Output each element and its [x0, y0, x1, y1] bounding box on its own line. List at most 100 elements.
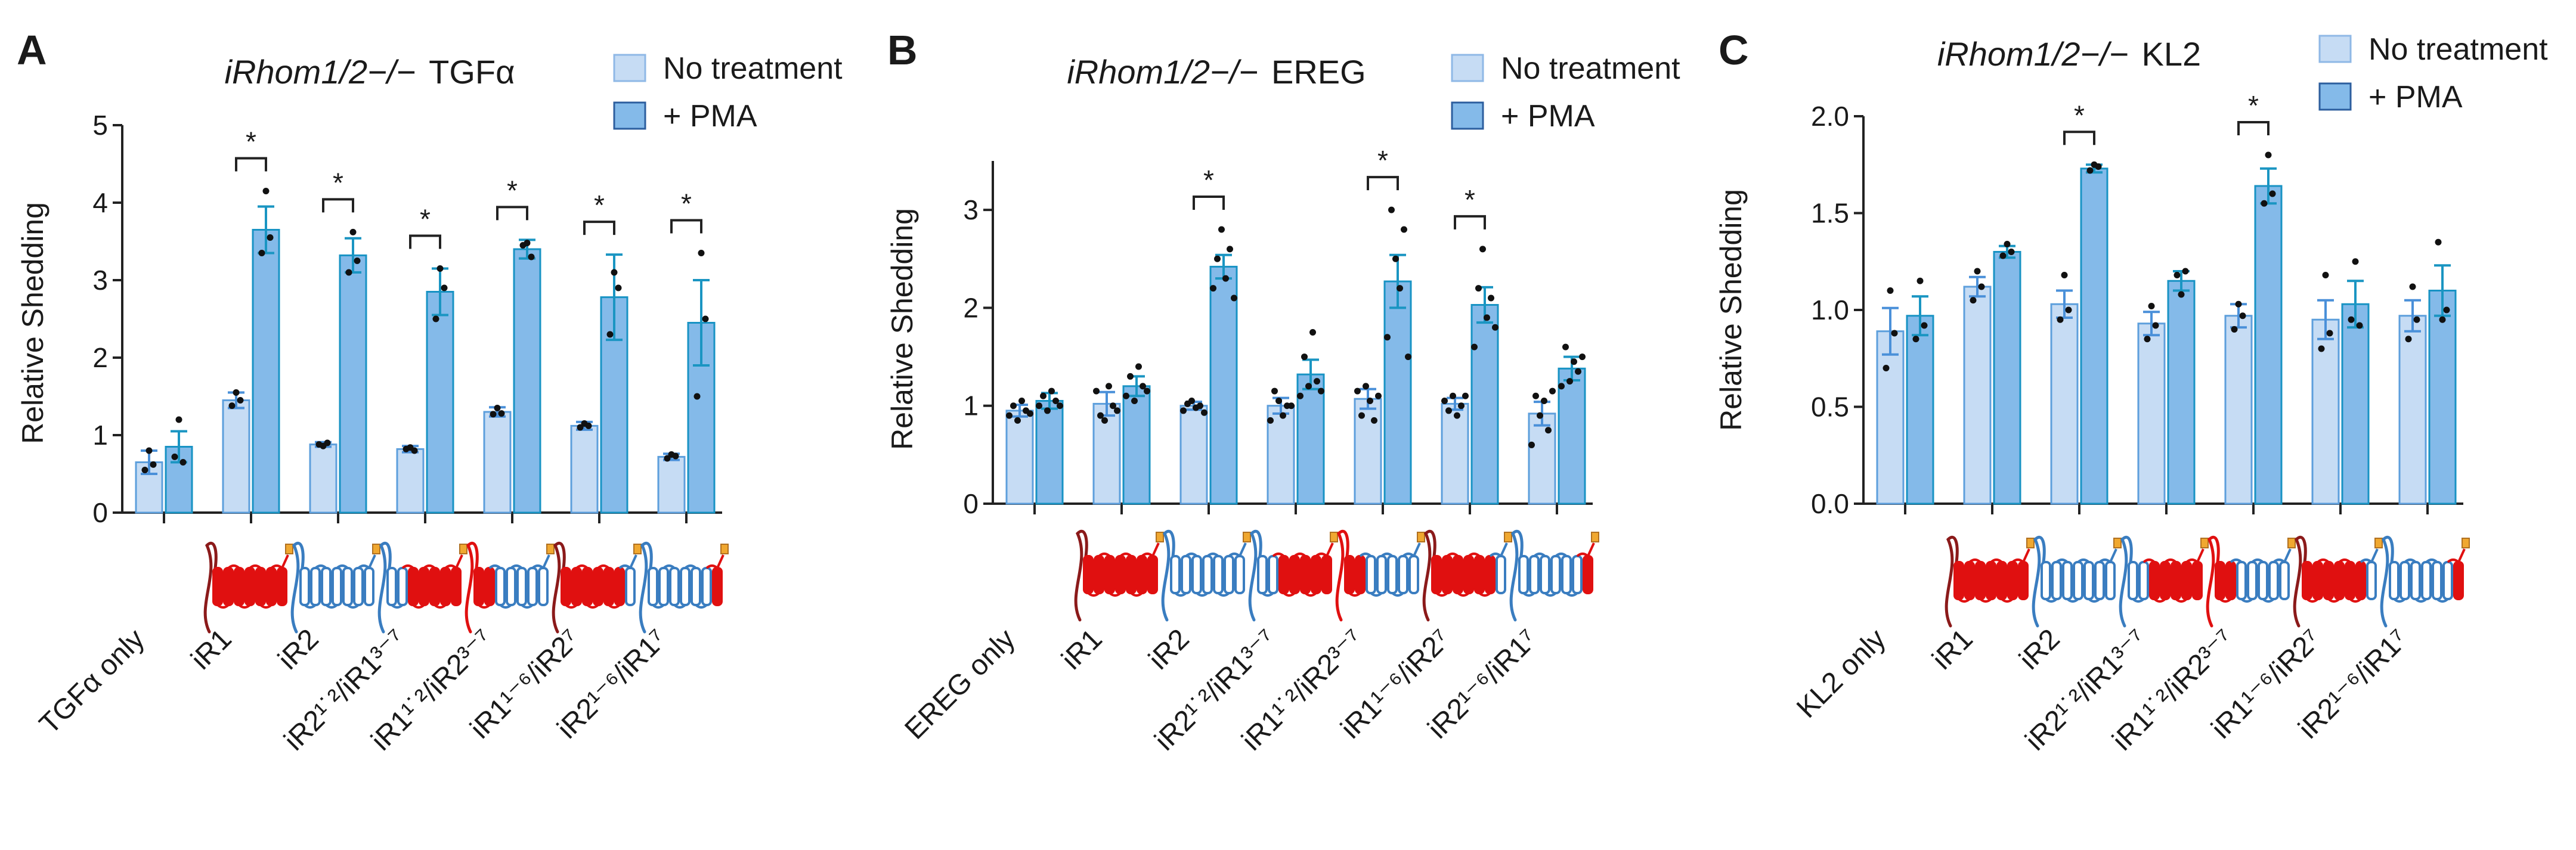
protein-diagram-ir2 — [1161, 529, 1251, 622]
data-point — [1562, 343, 1569, 350]
protein-diagram-ir1 — [1945, 535, 2035, 628]
diagram-n-tail — [2206, 535, 2220, 628]
data-point — [611, 269, 618, 276]
legend-label-pma: + PMA — [663, 99, 757, 134]
diagram-tm-helix — [2323, 561, 2334, 600]
diagram-tm-helix — [1137, 555, 1147, 594]
data-point — [1222, 275, 1229, 282]
significance-bracket — [2063, 131, 2095, 145]
data-point — [498, 410, 505, 417]
protein-diagram-ir2-ir1tail — [639, 541, 729, 634]
data-point — [2065, 306, 2072, 314]
diagram-tm-helix — [2453, 561, 2464, 600]
y-tick-label: 1 — [963, 390, 979, 421]
data-point — [1036, 402, 1042, 410]
diagram-tm-helix — [342, 567, 353, 606]
diagram-n-tail — [2380, 535, 2394, 628]
data-point — [1375, 392, 1382, 399]
bar-pma — [426, 291, 454, 514]
diagram-n-tail — [290, 541, 305, 634]
diagram-c-tail — [1326, 542, 1334, 557]
diagram-tm-helix — [1181, 555, 1191, 594]
data-point — [1912, 336, 1919, 343]
diagram-tag — [1417, 532, 1425, 542]
diagram-tm-helix — [680, 567, 691, 606]
data-point — [1275, 398, 1282, 404]
diagram-tm-helix — [2149, 561, 2160, 600]
protein-diagram-ir1n-ir2c — [465, 541, 555, 634]
data-point — [1571, 358, 1577, 365]
chart-title-c: iRhom1/2−/− KL2 — [1937, 35, 2201, 73]
data-point — [494, 405, 501, 411]
data-point — [1484, 314, 1490, 321]
data-point — [1197, 402, 1203, 410]
diagram-tm-helix — [1311, 555, 1321, 594]
data-point — [233, 389, 240, 396]
bar-pma — [1209, 265, 1238, 505]
diagram-tm-helix — [1387, 555, 1398, 594]
diagram-tm-helix — [451, 567, 462, 606]
diagram-tm-helix — [2181, 561, 2192, 600]
y-tick-label: 1.0 — [1811, 294, 1849, 325]
bar-pma — [1558, 367, 1586, 505]
diagram-c-tail — [455, 554, 463, 569]
data-point — [1475, 285, 1482, 292]
diagram-tm-helix — [234, 567, 244, 606]
bar-no-treatment — [309, 443, 338, 514]
data-point — [1363, 383, 1369, 390]
diagram-tm-helix — [1083, 555, 1094, 594]
diagram-tm-helix — [669, 567, 680, 606]
data-point — [441, 284, 448, 291]
y-tick-label: 2.0 — [1811, 101, 1849, 132]
diagram-n-tail — [1248, 529, 1262, 622]
data-point — [1579, 353, 1586, 361]
diagram-tm-helix — [701, 567, 712, 606]
diagram-tm-helix — [1234, 555, 1245, 594]
data-point — [1057, 402, 1063, 410]
data-point — [2348, 316, 2355, 323]
diagram-tm-helix — [538, 567, 549, 606]
diagram-c-tail — [2283, 548, 2292, 563]
data-point — [150, 461, 157, 468]
diagram-tm-helix — [484, 567, 495, 606]
y-axis-label-b: Relative Shedding — [886, 208, 919, 450]
data-point — [1052, 398, 1059, 404]
diagram-tag — [2200, 538, 2209, 548]
data-point — [141, 467, 148, 473]
data-point — [2443, 306, 2450, 314]
data-point — [1441, 398, 1448, 404]
diagram-n-tail — [1161, 529, 1175, 622]
diagram-tm-helix — [1344, 555, 1355, 594]
data-point — [1318, 387, 1324, 395]
data-point — [2261, 200, 2268, 207]
protein-diagram-ir1-ir2tail — [1422, 529, 1512, 622]
data-point — [171, 453, 178, 460]
diagram-tag — [2026, 538, 2035, 548]
data-point — [1575, 368, 1581, 375]
diagram-tm-helix — [1115, 555, 1126, 594]
diagram-c-tail — [1587, 542, 1595, 557]
diagram-tag — [372, 544, 380, 554]
data-point — [2095, 163, 2102, 170]
diagram-tag — [1504, 532, 1512, 542]
diagram-tag — [720, 544, 729, 554]
diagram-tm-helix — [1191, 555, 1202, 594]
data-point — [1110, 402, 1116, 410]
data-point — [1044, 407, 1051, 414]
significance-bracket — [1367, 176, 1399, 191]
data-point — [1358, 412, 1365, 419]
data-point — [1891, 330, 1898, 337]
diagram-tm-helix — [1496, 555, 1506, 594]
bar-pma — [1383, 280, 1412, 505]
diagram-n-tail — [1509, 529, 1524, 622]
diagram-tm-helix — [397, 567, 408, 606]
data-point — [411, 447, 418, 454]
data-point — [698, 250, 705, 256]
diagram-tag — [2113, 538, 2122, 548]
data-point — [1541, 398, 1547, 404]
protein-diagram-ir1-ir2tail — [552, 541, 642, 634]
significance-star: * — [2248, 90, 2259, 121]
diagram-tm-helix — [2268, 561, 2279, 600]
diagram-tm-helix — [440, 567, 451, 606]
data-point — [2086, 167, 2094, 174]
